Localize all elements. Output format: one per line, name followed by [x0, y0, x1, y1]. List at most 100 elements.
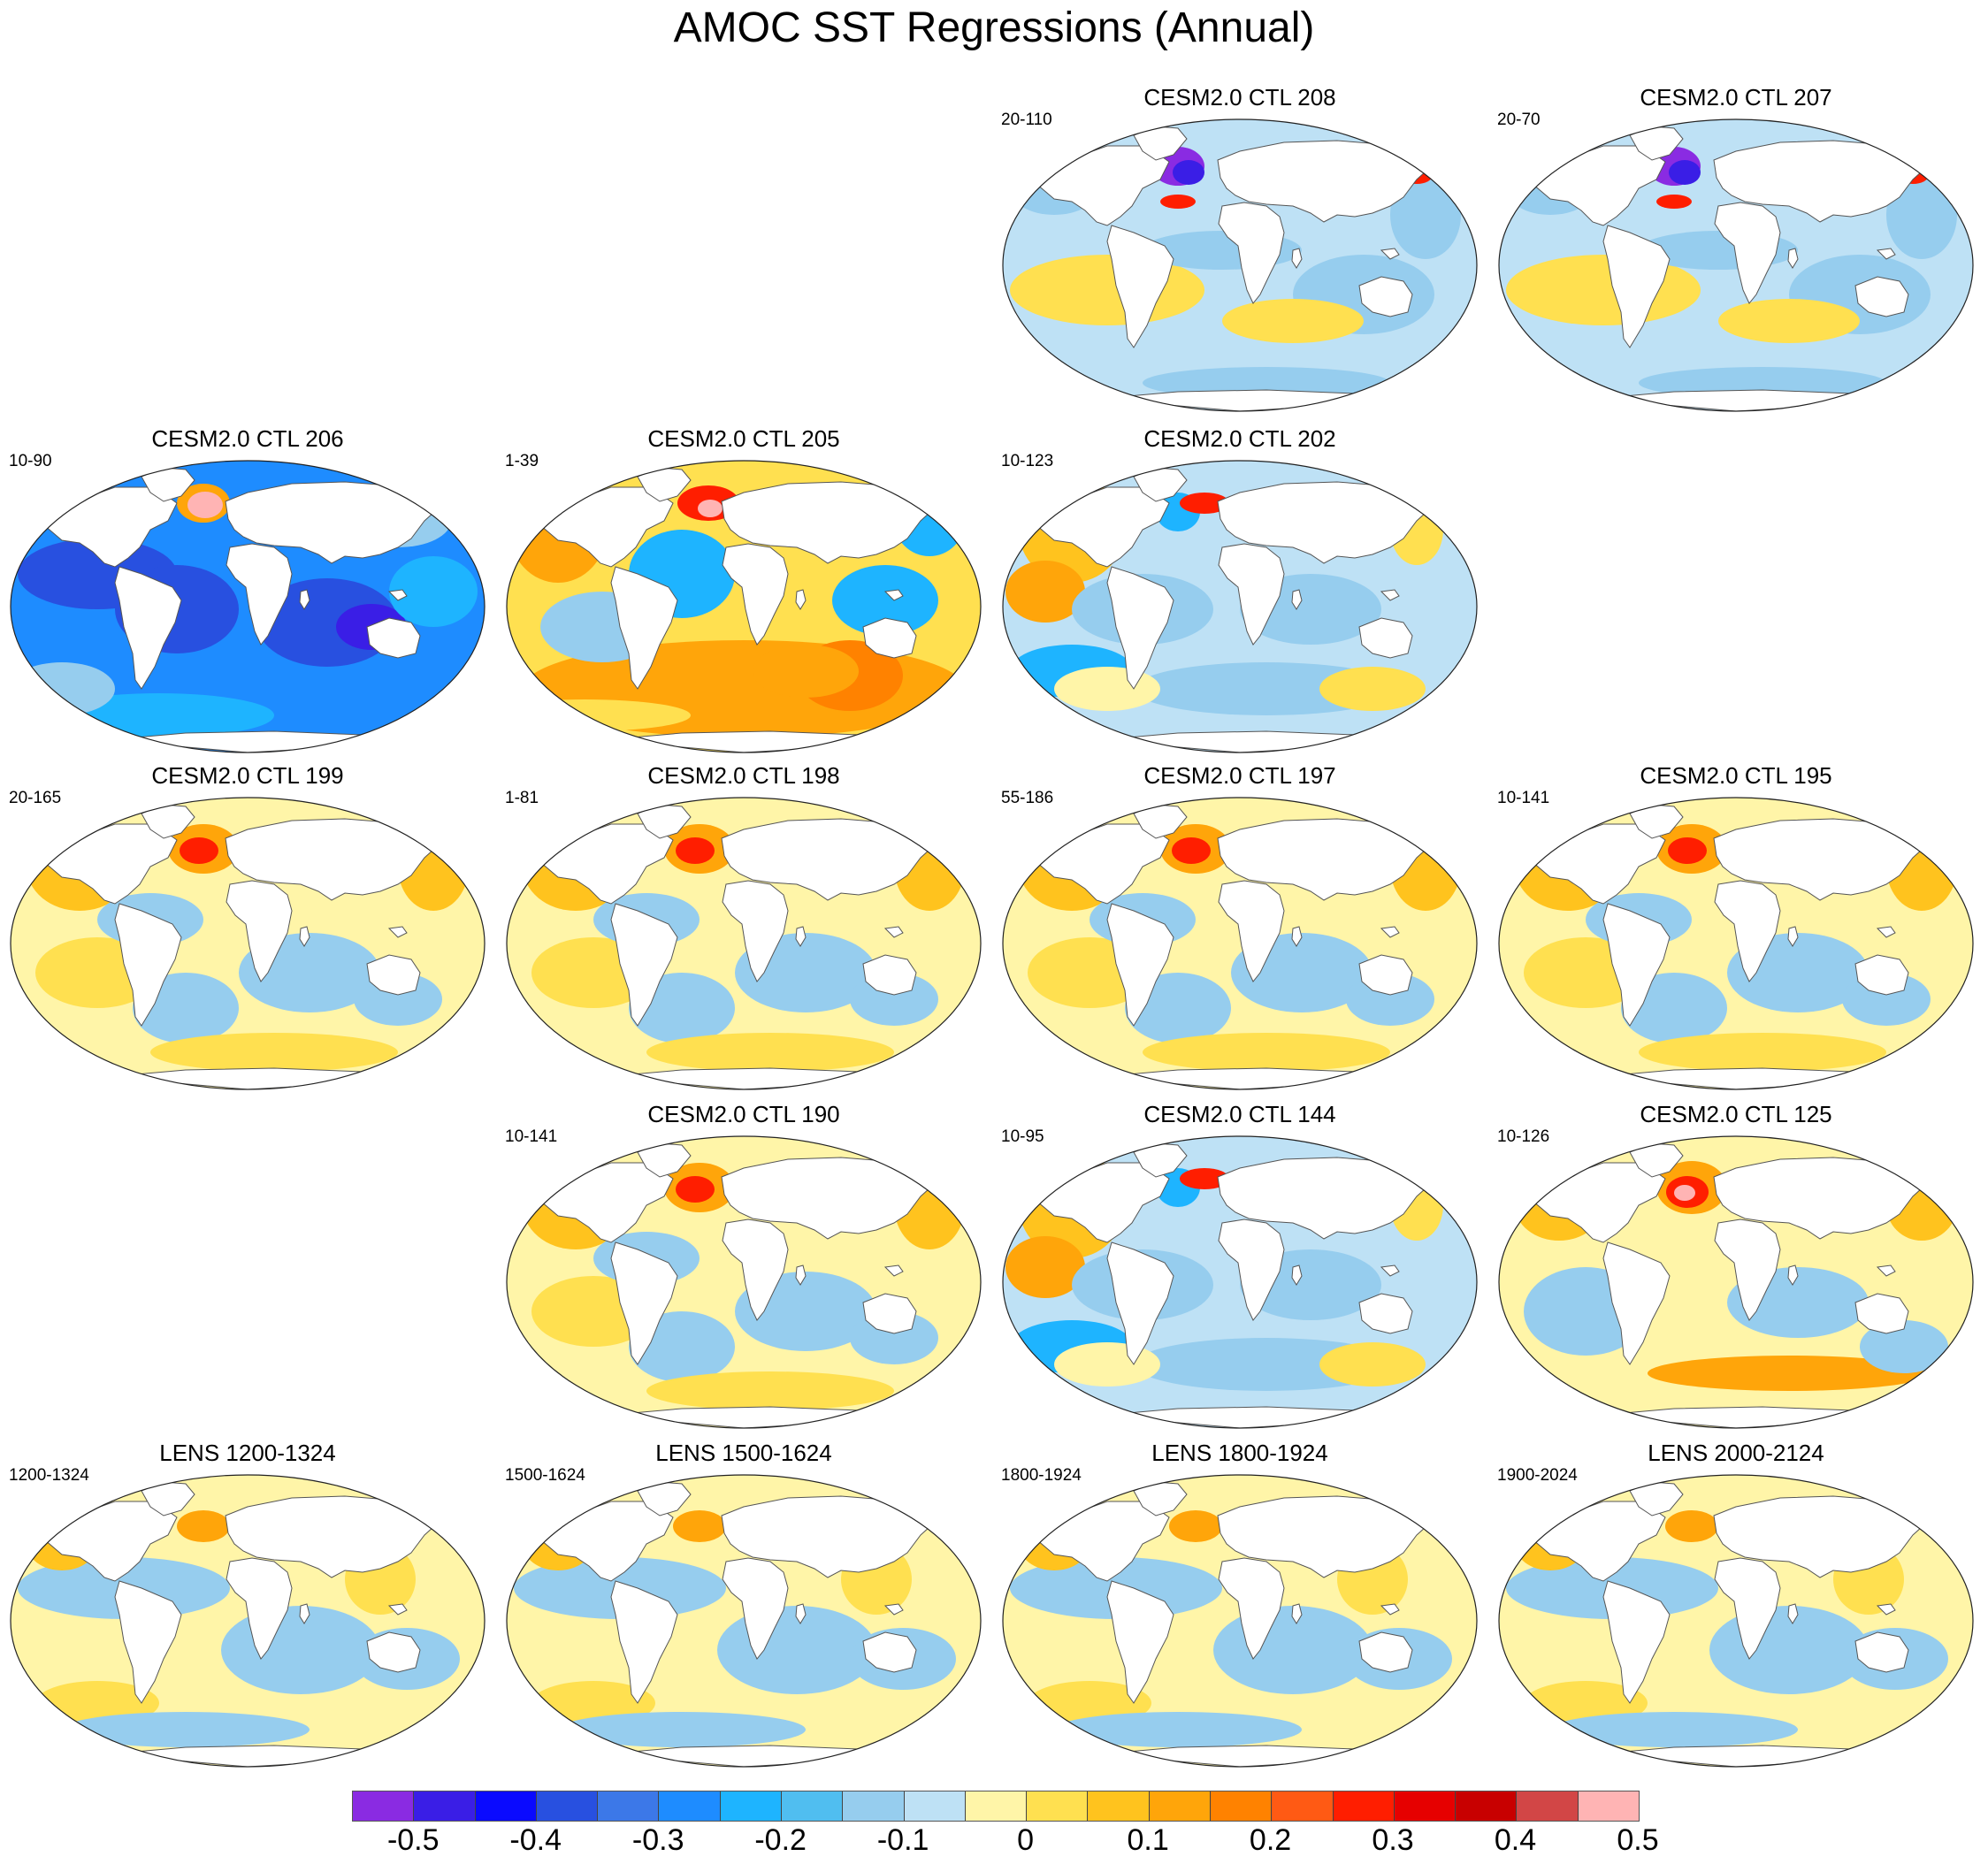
map-border — [506, 1474, 982, 1768]
sst-anomaly-region — [1550, 1712, 1798, 1747]
colorbar-swatch — [414, 1791, 476, 1821]
sst-anomaly-region — [1668, 837, 1707, 864]
map-field — [1499, 1136, 1973, 1428]
colorbar-label: 0.2 — [1249, 1823, 1292, 1857]
land-mass — [722, 543, 789, 646]
sst-anomaly-region — [389, 556, 478, 627]
panel-title: CESM2.0 CTL 199 — [151, 762, 344, 789]
land-mass — [1602, 1580, 1671, 1704]
colorbar-label: 0.5 — [1617, 1823, 1659, 1857]
map-field — [507, 461, 981, 752]
sst-anomaly-region — [1143, 1033, 1390, 1072]
land-mass — [1713, 1495, 1931, 1578]
colorbar-label: -0.5 — [386, 1823, 440, 1857]
land-mass — [1714, 880, 1781, 982]
sst-anomaly-region — [1886, 171, 1957, 259]
sst-anomaly-region — [1180, 493, 1229, 514]
sst-anomaly-region — [1718, 299, 1860, 343]
robinson-map — [1498, 1135, 1974, 1429]
land-mass — [1787, 1603, 1799, 1624]
land-mass — [722, 880, 789, 982]
sst-anomaly-region — [1054, 1342, 1160, 1387]
land-mass — [1602, 903, 1671, 1027]
sst-anomaly-region — [1222, 299, 1364, 343]
sst-anomaly-region — [1639, 1033, 1886, 1072]
robinson-map — [10, 460, 486, 753]
land-mass — [1876, 1264, 1896, 1277]
land-mass — [1713, 818, 1931, 901]
land-mass — [722, 1557, 789, 1660]
colorbar-swatch — [1088, 1791, 1150, 1821]
colorbar-label: 0.1 — [1127, 1823, 1169, 1857]
land-mass — [1714, 1218, 1781, 1321]
panel-year-range: 20-70 — [1497, 111, 1541, 129]
land-mass — [610, 1241, 678, 1365]
sst-anomaly-region — [1005, 1236, 1085, 1298]
land-mass — [43, 486, 178, 568]
land-mass — [795, 589, 807, 610]
panel-title: CESM2.0 CTL 208 — [1143, 84, 1336, 111]
land-mass — [1106, 1580, 1174, 1704]
colorbar-swatch — [598, 1791, 660, 1821]
land-mass — [883, 1264, 904, 1277]
panel-title: CESM2.0 CTL 144 — [1143, 1101, 1336, 1127]
map-field — [1499, 1475, 1973, 1767]
map-panel: CESM2.0 CTL 144 10-95 — [994, 1101, 1486, 1435]
panel-title: CESM2.0 CTL 202 — [1143, 425, 1336, 452]
sst-anomaly-region — [150, 1033, 398, 1072]
sst-anomaly-region — [1665, 1510, 1718, 1542]
colorbar-swatch — [720, 1791, 782, 1821]
panel-title: LENS 1800-1924 — [1151, 1440, 1328, 1466]
land-mass — [610, 903, 678, 1027]
land-mass — [1217, 1157, 1435, 1240]
land-mass — [366, 954, 421, 996]
land-mass — [1714, 1557, 1781, 1660]
land-mass — [722, 1218, 789, 1321]
colorbar-label: -0.4 — [509, 1823, 562, 1857]
colorbar-swatch — [904, 1791, 966, 1821]
panel-title: LENS 1500-1624 — [655, 1440, 832, 1466]
land-mass — [299, 1603, 310, 1624]
colorbar — [352, 1791, 1640, 1822]
robinson-map — [506, 797, 982, 1090]
colorbar-swatch — [1456, 1791, 1518, 1821]
map-field — [11, 798, 485, 1089]
land-mass — [226, 1557, 293, 1660]
panel-title: LENS 2000-2124 — [1648, 1440, 1824, 1466]
robinson-map — [1498, 1474, 1974, 1768]
land-mass — [1217, 481, 1435, 564]
land-mass — [1106, 1241, 1174, 1365]
land-mass — [1602, 1241, 1671, 1365]
land-mass — [1217, 140, 1435, 223]
colorbar-swatch — [353, 1791, 415, 1821]
colorbar-label: 0 — [1017, 1823, 1035, 1857]
land-mass — [1106, 566, 1174, 690]
land-mass — [1291, 589, 1303, 610]
land-mass — [1106, 903, 1174, 1027]
panel-year-range: 10-126 — [1497, 1127, 1550, 1146]
sst-anomaly-region — [1054, 1712, 1302, 1747]
map-field — [1003, 1136, 1477, 1428]
map-field — [11, 461, 485, 752]
panel-year-range: 1500-1624 — [505, 1466, 585, 1485]
land-mass — [721, 481, 939, 564]
land-mass — [795, 1264, 807, 1286]
land-mass — [1291, 1603, 1303, 1624]
land-mass — [1602, 225, 1671, 348]
land-mass — [721, 818, 939, 901]
map-field — [1003, 798, 1477, 1089]
map-border — [1002, 1135, 1478, 1429]
map-field — [1003, 461, 1477, 752]
sst-anomaly-region — [1390, 171, 1461, 259]
panel-title: CESM2.0 CTL 197 — [1143, 762, 1336, 789]
land-mass — [539, 823, 674, 905]
colorbar-swatch — [781, 1791, 844, 1821]
map-border — [1498, 797, 1974, 1090]
land-mass — [610, 1580, 678, 1704]
land-mass — [1291, 1264, 1303, 1286]
land-mass — [1380, 1603, 1400, 1616]
land-mass — [1218, 202, 1285, 304]
land-mass — [795, 926, 807, 947]
colorbar-label: 0.3 — [1372, 1823, 1414, 1857]
map-field — [1003, 119, 1477, 411]
